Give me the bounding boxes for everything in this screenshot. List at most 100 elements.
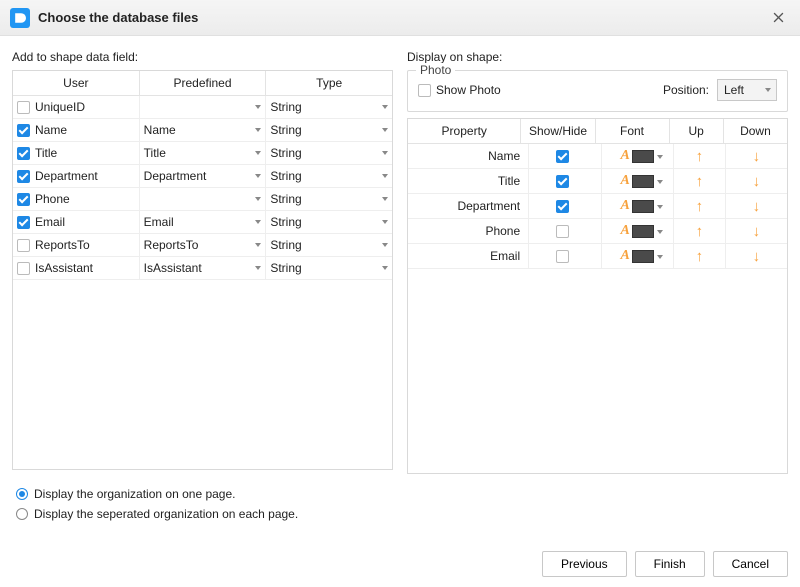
user-cell: IsAssistant (13, 257, 140, 279)
table-row: Title Title String (13, 142, 392, 165)
showhide-cell[interactable] (529, 244, 601, 268)
showhide-checkbox[interactable] (556, 175, 569, 188)
showhide-checkbox[interactable] (556, 150, 569, 163)
font-cell[interactable]: A (602, 219, 674, 243)
user-cell: Title (13, 142, 140, 164)
radio-one-page[interactable]: Display the organization on one page. (12, 484, 788, 504)
show-photo-checkbox[interactable] (418, 84, 431, 97)
property-name: Name (408, 144, 529, 168)
showhide-checkbox[interactable] (556, 225, 569, 238)
table-row: Phone String (13, 188, 392, 211)
user-field-name: UniqueID (35, 100, 85, 114)
predefined-cell[interactable]: Title (140, 142, 267, 164)
showhide-checkbox[interactable] (556, 200, 569, 213)
font-cell[interactable]: A (602, 244, 674, 268)
user-fields-table: User Predefined Type UniqueIDStringNameN… (12, 70, 393, 470)
dialog-title: Choose the database files (38, 10, 766, 25)
position-select[interactable]: Left (717, 79, 777, 101)
display-properties-table: Property Show/Hide Font Up Down NameA↑↓T… (407, 118, 788, 474)
arrow-up-icon: ↑ (696, 148, 704, 165)
showhide-cell[interactable] (529, 194, 601, 218)
cancel-button[interactable]: Cancel (713, 551, 788, 577)
predefined-cell[interactable] (140, 96, 267, 118)
color-swatch[interactable] (632, 175, 654, 188)
move-up-cell[interactable]: ↑ (674, 244, 726, 268)
field-checkbox[interactable] (17, 124, 30, 137)
chevron-down-icon (255, 174, 261, 178)
user-field-name: ReportsTo (35, 238, 90, 252)
predefined-cell[interactable]: ReportsTo (140, 234, 267, 256)
previous-button[interactable]: Previous (542, 551, 627, 577)
predefined-value: Name (144, 123, 176, 137)
table-row: DepartmentDepartmentString (13, 165, 392, 188)
field-checkbox[interactable] (17, 147, 30, 160)
move-down-cell[interactable]: ↓ (726, 219, 787, 243)
col-header-user: User (13, 71, 140, 95)
showhide-cell[interactable] (529, 219, 601, 243)
predefined-cell[interactable]: Email (140, 211, 267, 233)
arrow-up-icon: ↑ (696, 248, 704, 265)
property-name: Email (408, 244, 529, 268)
move-up-cell[interactable]: ↑ (674, 219, 726, 243)
chevron-down-icon (382, 128, 388, 132)
arrow-down-icon: ↓ (753, 223, 761, 240)
user-cell: Phone (13, 188, 140, 210)
arrow-up-icon: ↑ (696, 173, 704, 190)
type-cell[interactable]: String (266, 165, 392, 187)
predefined-cell[interactable] (140, 188, 267, 210)
color-swatch[interactable] (632, 150, 654, 163)
col-header-predefined: Predefined (140, 71, 267, 95)
font-cell[interactable]: A (602, 194, 674, 218)
type-cell[interactable]: String (266, 211, 392, 233)
titlebar: Choose the database files (0, 0, 800, 36)
type-cell[interactable]: String (266, 119, 392, 141)
color-swatch[interactable] (632, 200, 654, 213)
field-checkbox[interactable] (17, 216, 30, 229)
field-checkbox[interactable] (17, 239, 30, 252)
arrow-down-icon: ↓ (753, 198, 761, 215)
type-cell[interactable]: String (266, 257, 392, 279)
predefined-cell[interactable]: Name (140, 119, 267, 141)
field-checkbox[interactable] (17, 170, 30, 183)
property-row: Phone A↑ ↓ (408, 219, 787, 244)
type-value: String (270, 215, 301, 229)
chevron-down-icon (255, 266, 261, 270)
predefined-value: Title (144, 146, 166, 160)
move-down-cell[interactable]: ↓ (726, 144, 787, 168)
chevron-down-icon (657, 255, 663, 259)
predefined-cell[interactable]: Department (140, 165, 267, 187)
font-cell[interactable]: A (602, 144, 674, 168)
showhide-checkbox[interactable] (556, 250, 569, 263)
field-checkbox[interactable] (17, 262, 30, 275)
color-swatch[interactable] (632, 250, 654, 263)
property-row: DepartmentA↑↓ (408, 194, 787, 219)
move-down-cell[interactable]: ↓ (726, 169, 787, 193)
type-cell[interactable]: String (266, 96, 392, 118)
color-swatch[interactable] (632, 225, 654, 238)
table-row: UniqueID String (13, 96, 392, 119)
table-row: IsAssistantIsAssistantString (13, 257, 392, 280)
predefined-cell[interactable]: IsAssistant (140, 257, 267, 279)
user-field-name: IsAssistant (35, 261, 93, 275)
user-cell: Name (13, 119, 140, 141)
radio-each-page[interactable]: Display the seperated organization on ea… (12, 504, 788, 524)
type-cell[interactable]: String (266, 142, 392, 164)
user-field-name: Department (35, 169, 98, 183)
property-name: Phone (408, 219, 529, 243)
field-checkbox[interactable] (17, 193, 30, 206)
move-up-cell[interactable]: ↑ (674, 169, 726, 193)
move-up-cell[interactable]: ↑ (674, 144, 726, 168)
arrow-down-icon: ↓ (753, 148, 761, 165)
showhide-cell[interactable] (529, 144, 601, 168)
font-cell[interactable]: A (602, 169, 674, 193)
finish-button[interactable]: Finish (635, 551, 705, 577)
type-cell[interactable]: String (266, 188, 392, 210)
move-down-cell[interactable]: ↓ (726, 194, 787, 218)
type-cell[interactable]: String (266, 234, 392, 256)
showhide-cell[interactable] (529, 169, 601, 193)
close-icon[interactable] (766, 6, 790, 30)
move-up-cell[interactable]: ↑ (674, 194, 726, 218)
move-down-cell[interactable]: ↓ (726, 244, 787, 268)
chevron-down-icon (657, 155, 663, 159)
field-checkbox[interactable] (17, 101, 30, 114)
